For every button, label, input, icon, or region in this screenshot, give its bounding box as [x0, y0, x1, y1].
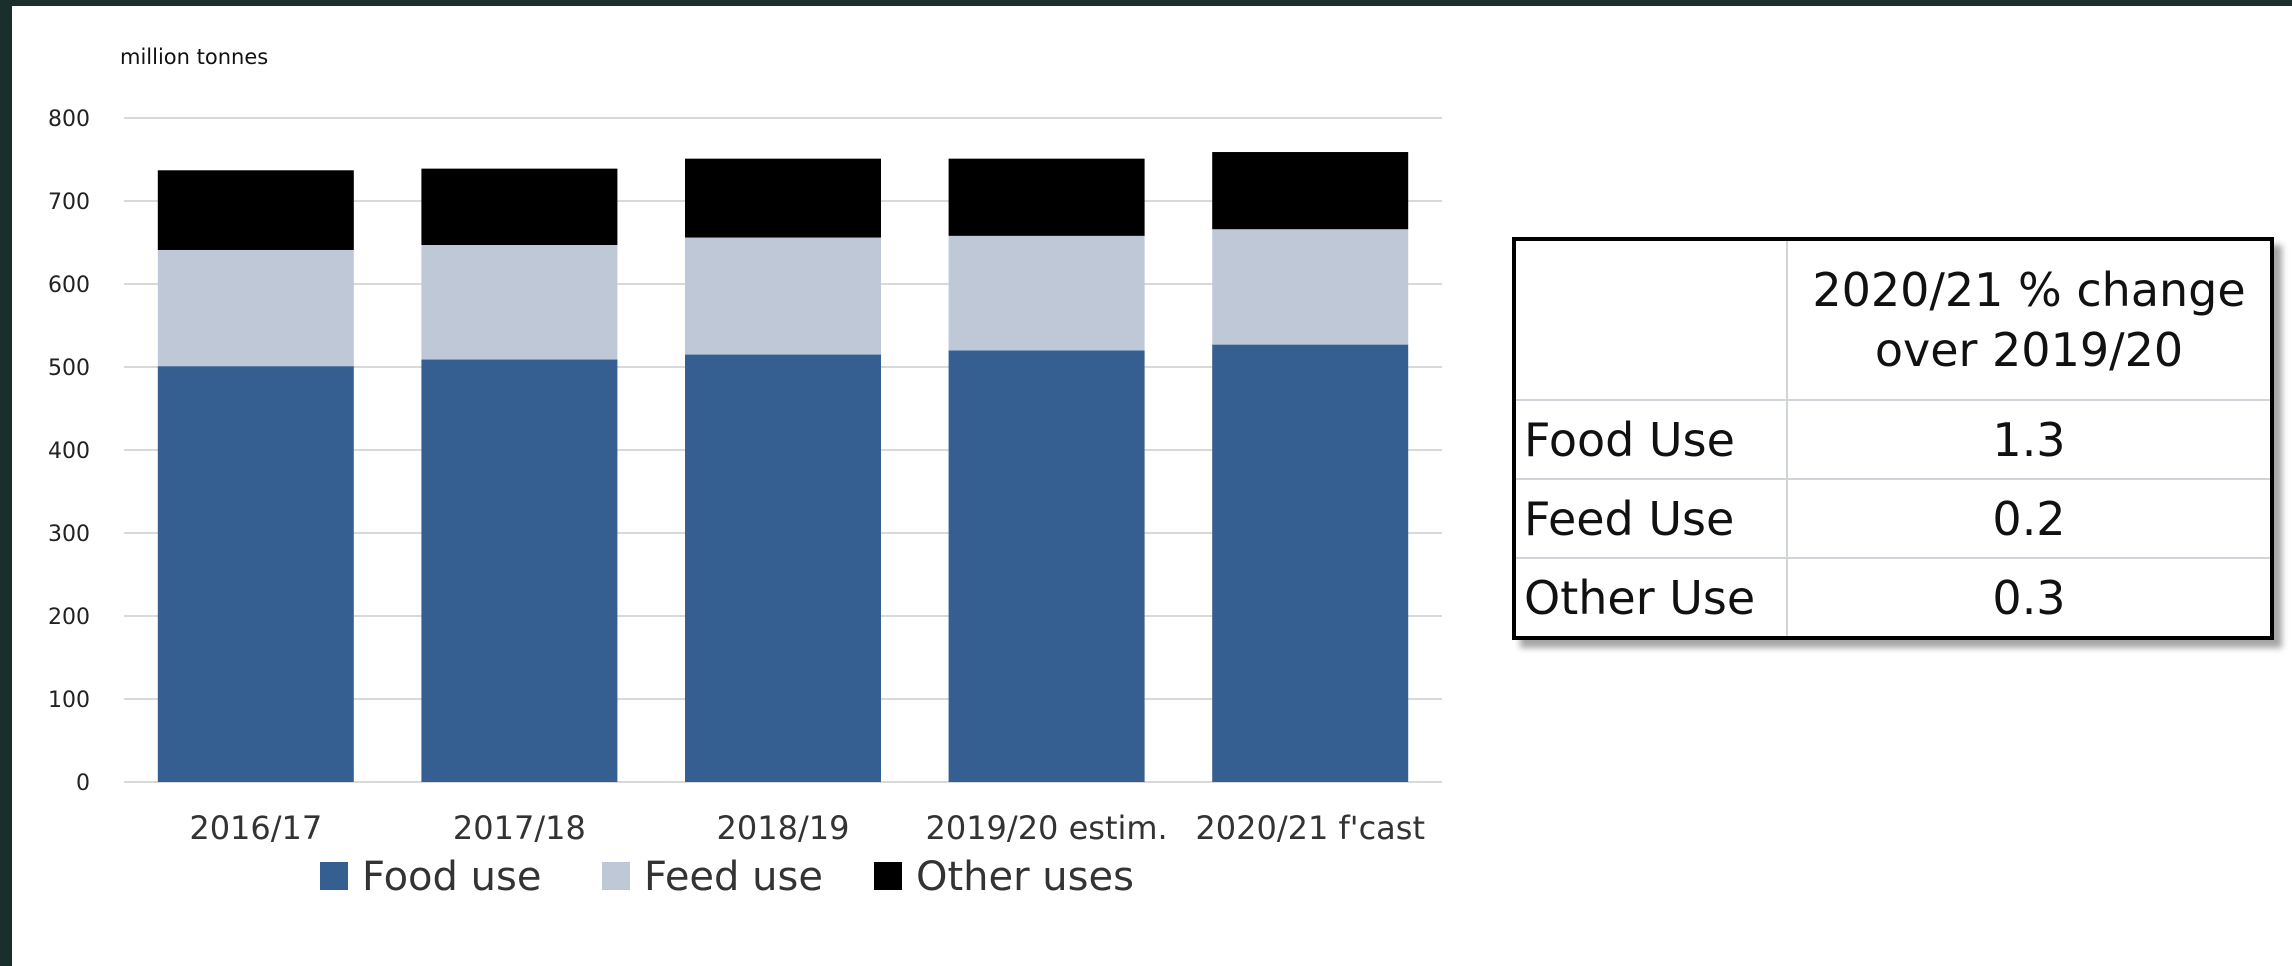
bar-segment: [157, 170, 354, 250]
x-tick-label: 2018/19: [717, 809, 850, 847]
table-row-label: Feed Use: [1513, 478, 1788, 559]
change-table: 2020/21 % change over 2019/20 Food Use 1…: [1512, 237, 2274, 640]
table-header-empty-cell: [1513, 238, 1788, 401]
legend-label: Food use: [362, 854, 541, 900]
legend-swatch: [602, 862, 630, 890]
bar-segment: [948, 158, 1145, 236]
bar-segment: [157, 366, 354, 782]
bar-segment: [685, 237, 881, 355]
bar-segment: [1212, 344, 1409, 782]
bar-segment: [948, 235, 1145, 351]
y-tick-label: 400: [48, 439, 90, 464]
bar-segment: [421, 359, 618, 782]
bar-segment: [421, 244, 618, 360]
y-tick-label: 0: [76, 771, 90, 796]
y-tick-label: 800: [48, 107, 90, 132]
legend-label: Other uses: [916, 854, 1134, 900]
y-tick-label: 300: [48, 522, 90, 547]
x-tick-label: 2020/21 f'cast: [1195, 809, 1425, 847]
bar-segment: [948, 350, 1145, 782]
stacked-bar-chart: million tonnes 0 100 200 300 400 500 600 700 800 2…: [48, 45, 1442, 900]
bar-segment: [1212, 229, 1409, 345]
x-tick-label: 2019/20 estim.: [925, 809, 1167, 847]
bar-segment: [685, 354, 881, 782]
y-tick-label: 100: [48, 688, 90, 713]
table-row-value: 0.3: [1786, 557, 2273, 639]
table-header-row: 2020/21 % change over 2019/20: [1513, 238, 2273, 401]
bar-segment: [685, 158, 881, 238]
table-row: Other Use 0.3: [1513, 557, 2273, 639]
legend-swatch: [874, 862, 902, 890]
chart-canvas: million tonnes 0 100 200 300 400 500 600 700 800 2…: [12, 6, 2292, 966]
table-row-value: 1.3: [1786, 399, 2273, 480]
bar-segment: [1212, 152, 1409, 230]
legend-label: Feed use: [644, 854, 823, 900]
bar-segment: [421, 168, 618, 245]
x-tick-label: 2016/17: [189, 809, 322, 847]
legend-swatch: [320, 862, 348, 890]
y-tick-label: 200: [48, 605, 90, 630]
y-tick-label: 600: [48, 273, 90, 298]
unit-label: million tonnes: [120, 45, 268, 69]
table-row-label: Food Use: [1513, 399, 1788, 480]
y-tick-label: 500: [48, 356, 90, 381]
table-header-cell: 2020/21 % change over 2019/20: [1786, 238, 2273, 401]
x-tick-label: 2017/18: [453, 809, 586, 847]
table-row-label: Other Use: [1513, 557, 1788, 639]
table-row-value: 0.2: [1786, 478, 2273, 559]
y-tick-label: 700: [48, 190, 90, 215]
table-row: Food Use 1.3: [1513, 399, 2273, 480]
bar-segment: [157, 249, 354, 367]
table-row: Feed Use 0.2: [1513, 478, 2273, 559]
